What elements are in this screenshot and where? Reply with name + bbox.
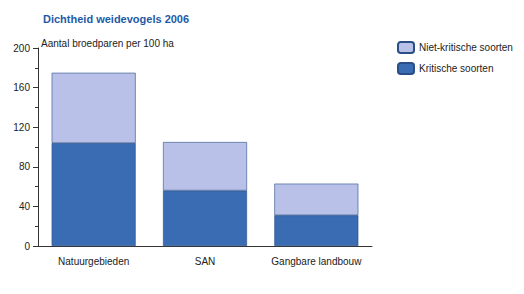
svg-text:Niet-kritische soorten: Niet-kritische soorten xyxy=(419,42,513,53)
svg-text:SAN: SAN xyxy=(195,256,216,267)
svg-text:Natuurgebieden: Natuurgebieden xyxy=(58,256,129,267)
svg-text:160: 160 xyxy=(13,82,30,93)
svg-text:Dichtheid weidevogels 2006: Dichtheid weidevogels 2006 xyxy=(43,13,189,25)
svg-text:200: 200 xyxy=(13,43,30,54)
svg-text:Kritische soorten: Kritische soorten xyxy=(419,63,493,74)
svg-text:120: 120 xyxy=(13,122,30,133)
svg-text:0: 0 xyxy=(24,241,30,252)
svg-text:Aantal broedparen per 100 ha: Aantal broedparen per 100 ha xyxy=(41,38,174,49)
svg-text:80: 80 xyxy=(19,161,31,172)
svg-text:Gangbare landbouw: Gangbare landbouw xyxy=(271,256,362,267)
svg-text:40: 40 xyxy=(19,201,31,212)
